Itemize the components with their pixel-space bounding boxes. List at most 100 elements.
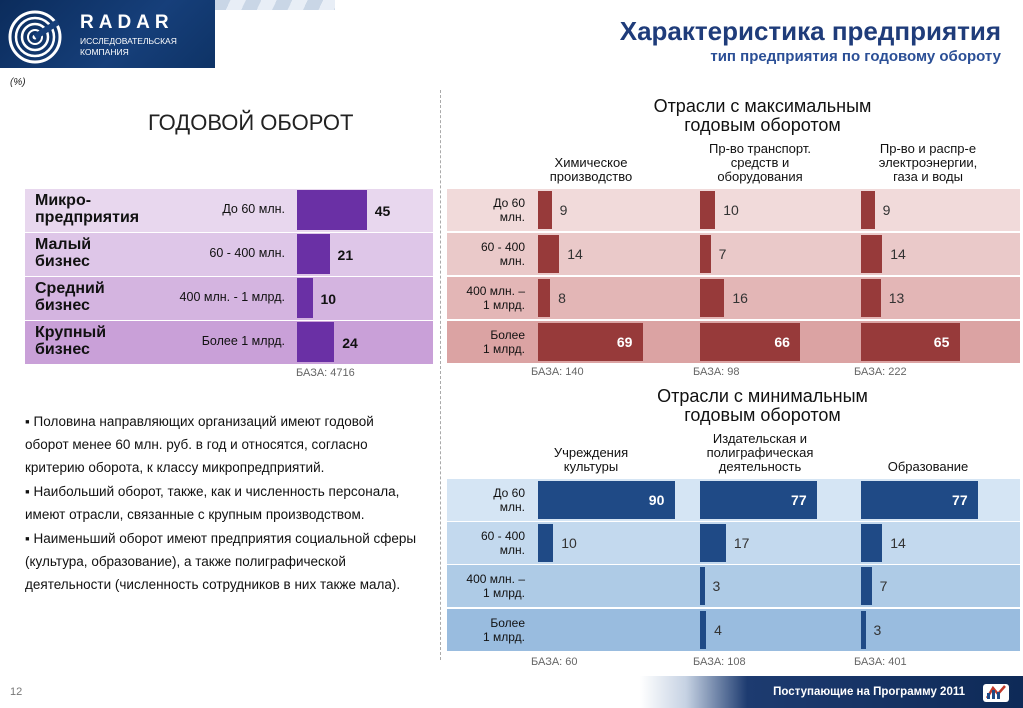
column-header-line: культуры	[563, 459, 619, 474]
bar-value-label: 77	[952, 492, 968, 508]
chart-row: 60 - 400 млн. 14 7 14	[447, 233, 1020, 275]
left-chart-value-label: 21	[337, 247, 354, 263]
chart-bar	[861, 611, 866, 649]
row-category-line: Более	[490, 616, 525, 630]
row-category-line: 60 - 400	[480, 529, 525, 543]
footer-band	[640, 676, 1023, 708]
bar-value-label: 90	[648, 492, 665, 508]
chart-bar	[861, 279, 881, 317]
bar-value-label: 10	[723, 202, 739, 218]
left-chart-category-line: Средний	[35, 280, 105, 297]
left-chart-base: БАЗА: 4716	[296, 367, 355, 379]
left-chart-row: Микро-предприятия До 60 млн. 45	[25, 189, 433, 232]
finding-text: Наибольший оборот, также, как и численно…	[25, 484, 400, 522]
finding-text: Половина направляющих организаций имеют …	[25, 414, 374, 475]
chart-bar	[861, 191, 875, 229]
finding-item: ▪ Половина направляющих организаций имею…	[25, 410, 420, 479]
bullet-icon: ▪	[25, 531, 34, 546]
column-header: Издательская и полиграфическая деятельност…	[680, 432, 840, 474]
column-header-line: электроэнергии,	[878, 155, 978, 170]
bar-value-label: 3	[873, 622, 882, 638]
left-chart-row: Крупный бизнес Более 1 млрд. 24	[25, 321, 433, 364]
row-category-label: 400 млн. –1 млрд.	[447, 572, 525, 600]
bar-value-label: 4	[714, 622, 722, 638]
min-section-title: Отрасли с минимальным годовым оборотом	[610, 387, 915, 425]
radar-logo-icon	[8, 10, 62, 64]
chart-bar	[861, 524, 883, 562]
left-chart-row: Малый бизнес 60 - 400 млн. 21	[25, 233, 433, 276]
finding-item: ▪ Наименьший оборот имеют предприятия со…	[25, 527, 420, 596]
bar-value-label: 65	[933, 334, 950, 350]
bar-value-label: 14	[890, 246, 906, 262]
bar-value-label: 10	[561, 535, 577, 551]
column-header-line: производство	[549, 169, 633, 184]
chart-bar	[700, 524, 726, 562]
column-header-line: деятельность	[718, 459, 802, 474]
chart-bar	[700, 481, 818, 519]
left-chart-range-label: 400 млн. - 1 млрд.	[179, 290, 285, 304]
column-header-line: Пр-во транспорт.	[709, 141, 811, 156]
chart-base-label: БАЗА: 108	[693, 656, 746, 668]
max-section-title: Отрасли с максимальным годовым оборотом	[610, 97, 915, 135]
header-stripes	[215, 0, 335, 10]
left-chart-bar	[297, 278, 313, 318]
chart-bar	[861, 235, 883, 273]
bar-value-label: 13	[888, 290, 905, 306]
page-subtitle: тип предприятия по годовому обороту	[710, 48, 1001, 65]
left-chart-category-label: Микро-предприятия	[35, 192, 139, 226]
column-header: Пр-во транспорт. средств и оборудования	[680, 142, 840, 184]
bar-value-label: 14	[567, 246, 583, 262]
chart-base-label: БАЗА: 222	[854, 366, 907, 378]
left-chart-category-label: Малый бизнес	[35, 236, 91, 270]
column-header: Пр-во и распр-е электроэнергии, газа и вод…	[848, 142, 1008, 184]
min-section-title-line2: годовым оборотом	[684, 405, 841, 425]
footer-program: Поступающие на Программу 2011	[773, 686, 965, 698]
left-chart-category-line: бизнес	[35, 253, 90, 270]
chart-bar	[861, 323, 960, 361]
left-chart-category-line: Микро-	[35, 192, 92, 209]
bar-value-label: 14	[890, 535, 906, 551]
chart-bar	[700, 191, 716, 229]
left-chart-category-line: Малый	[35, 236, 92, 253]
row-category-line: млн.	[499, 543, 525, 557]
chart-base-label: БАЗА: 60	[531, 656, 578, 668]
page-number: 12	[10, 686, 23, 698]
column-header: Химическое производство	[511, 156, 671, 184]
bar-value-label: 77	[791, 492, 807, 508]
bar-value-label: 66	[774, 334, 790, 350]
left-chart-category-label: Средний бизнес	[35, 280, 105, 314]
left-chart-value-label: 45	[374, 203, 391, 219]
chart-bar	[700, 279, 725, 317]
bar-value-label: 7	[879, 578, 888, 594]
row-category-label: 60 - 400 млн.	[447, 529, 525, 557]
chart-bar	[538, 323, 643, 361]
bar-value-label: 17	[733, 535, 750, 551]
bar-value-label: 3	[712, 578, 721, 594]
row-category-line: До 60	[493, 196, 525, 210]
column-header-line: оборудования	[717, 169, 803, 184]
chart-row: Более 1 млрд. 4 3	[447, 609, 1020, 651]
chart-bar	[538, 481, 675, 519]
column-header: Учреждения культуры	[511, 446, 671, 474]
chart-row: 60 - 400 млн. 10 17 14	[447, 522, 1020, 564]
row-category-label: 60 - 400 млн.	[447, 240, 525, 268]
row-category-line: 60 - 400	[480, 240, 525, 254]
chart-bar	[861, 481, 979, 519]
left-chart-value-label: 10	[320, 291, 337, 307]
finding-item: ▪ Наибольший оборот, также, как и числен…	[25, 480, 420, 526]
min-section-title-line1: Отрасли с минимальным	[657, 386, 868, 406]
row-category-line: 1 млрд.	[483, 586, 525, 600]
column-header-line: газа и воды	[893, 169, 963, 184]
row-category-label: 400 млн. –1 млрд.	[447, 284, 525, 312]
row-category-line: До 60	[493, 486, 525, 500]
chart-row: 400 млн. –1 млрд. 8 16 13	[447, 277, 1020, 319]
chart-base-label: БАЗА: 98	[693, 366, 740, 378]
column-header-line: Химическое	[554, 155, 628, 170]
chart-bar	[538, 279, 551, 317]
column-header-line: Образование	[887, 459, 969, 474]
row-category-line: Более	[490, 328, 525, 342]
bar-value-label: 9	[559, 202, 568, 218]
left-chart-category-line: предприятия	[35, 209, 140, 226]
row-category-line: 400 млн. –	[466, 572, 525, 586]
row-category-line: 400 млн. –	[466, 284, 525, 298]
